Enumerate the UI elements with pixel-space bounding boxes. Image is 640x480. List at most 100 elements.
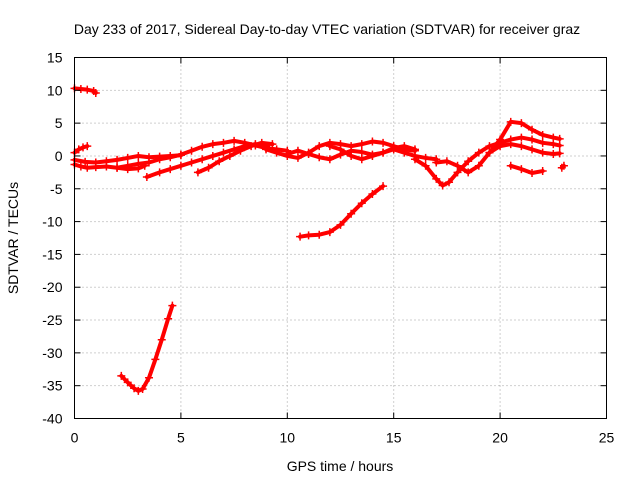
x-tick-label: 5 [177,430,185,446]
data-point [176,161,185,170]
data-point [304,149,313,158]
y-tick-label: 15 [47,50,63,66]
data-point [102,157,111,166]
data-point [157,335,166,344]
data-point [517,133,526,142]
data-point [272,148,281,157]
data-point [164,314,173,323]
data-point [528,169,537,178]
data-point [538,138,547,147]
data-point [506,117,515,126]
y-tick-label: -35 [42,378,62,394]
data-point [445,178,454,187]
data-point [134,159,143,168]
data-point [421,153,430,162]
data-point [257,138,266,147]
plot-border [74,57,607,419]
data-point [123,161,132,170]
y-tick-label: 5 [55,115,63,131]
data-point [219,148,228,157]
data-point [528,125,537,134]
data-point [193,168,202,177]
x-axis-label: GPS time / hours [287,458,394,474]
series-arc-d [70,142,92,157]
y-tick-label: -25 [42,312,62,328]
data-point [379,148,388,157]
data-point [155,168,164,177]
data-point [113,163,122,172]
series-line [508,163,545,176]
data-point [438,181,447,190]
series-arc-k [296,182,388,241]
data-point [347,151,356,160]
data-point [368,151,377,160]
data-point [442,157,451,166]
data-point [528,145,537,154]
data-point [236,146,245,155]
data-point [528,135,537,144]
data-point [559,161,568,170]
x-tick-label: 25 [599,430,615,446]
data-point [83,163,92,172]
x-tick-label: 15 [386,430,402,446]
data-point [538,148,547,157]
data-point [74,145,83,154]
data-point [168,301,177,310]
data-point [91,158,100,167]
data-point [268,140,277,149]
data-point [208,151,217,160]
data-point [219,138,228,147]
x-tick-label: 20 [492,430,508,446]
y-axis-label: SDTVAR / TECUs [5,182,21,294]
series-arc-j [325,142,419,164]
data-point [453,161,462,170]
data-point [325,228,334,237]
data-point [357,199,366,208]
data-point [83,142,92,151]
data-point [389,144,398,153]
data-point [410,155,419,164]
data-point [549,133,558,142]
data-point [144,373,153,382]
series-line [119,303,175,393]
data-point [517,165,526,174]
data-point [134,151,143,160]
data-point [198,142,207,151]
data-point [432,158,441,167]
series-arc-g [193,138,277,177]
data-point [230,136,239,145]
data-point [325,142,334,151]
data-point [464,157,473,166]
data-point [368,137,377,146]
data-point [485,148,494,157]
data-point [555,134,564,143]
series-arc-o [485,140,564,158]
y-tick-label: 10 [47,82,63,98]
data-point [117,371,126,380]
data-point [198,155,207,164]
data-point [76,162,85,171]
data-point [325,155,334,164]
axis-ticks: 0 5 10 15 20 25 15 10 5 0 -5 -10 -15 -20 -25 -30 -35 -40 [42,50,614,446]
data-point [123,378,132,387]
data-point [517,119,526,128]
data-point [123,153,132,162]
data-point [517,142,526,151]
data-point [83,85,92,94]
data-point [379,138,388,147]
data-point [474,148,483,157]
y-tick-label: 0 [55,148,63,164]
y-tick-label: -10 [42,214,62,230]
data-point [506,161,515,170]
y-tick-label: -20 [42,279,62,295]
data-point [421,161,430,170]
data-point [144,158,153,167]
data-point [496,142,505,151]
data-point [130,384,139,393]
data-point [187,158,196,167]
data-point [283,149,292,158]
data-point [208,140,217,149]
data-point [204,163,213,172]
data-point [432,174,441,183]
